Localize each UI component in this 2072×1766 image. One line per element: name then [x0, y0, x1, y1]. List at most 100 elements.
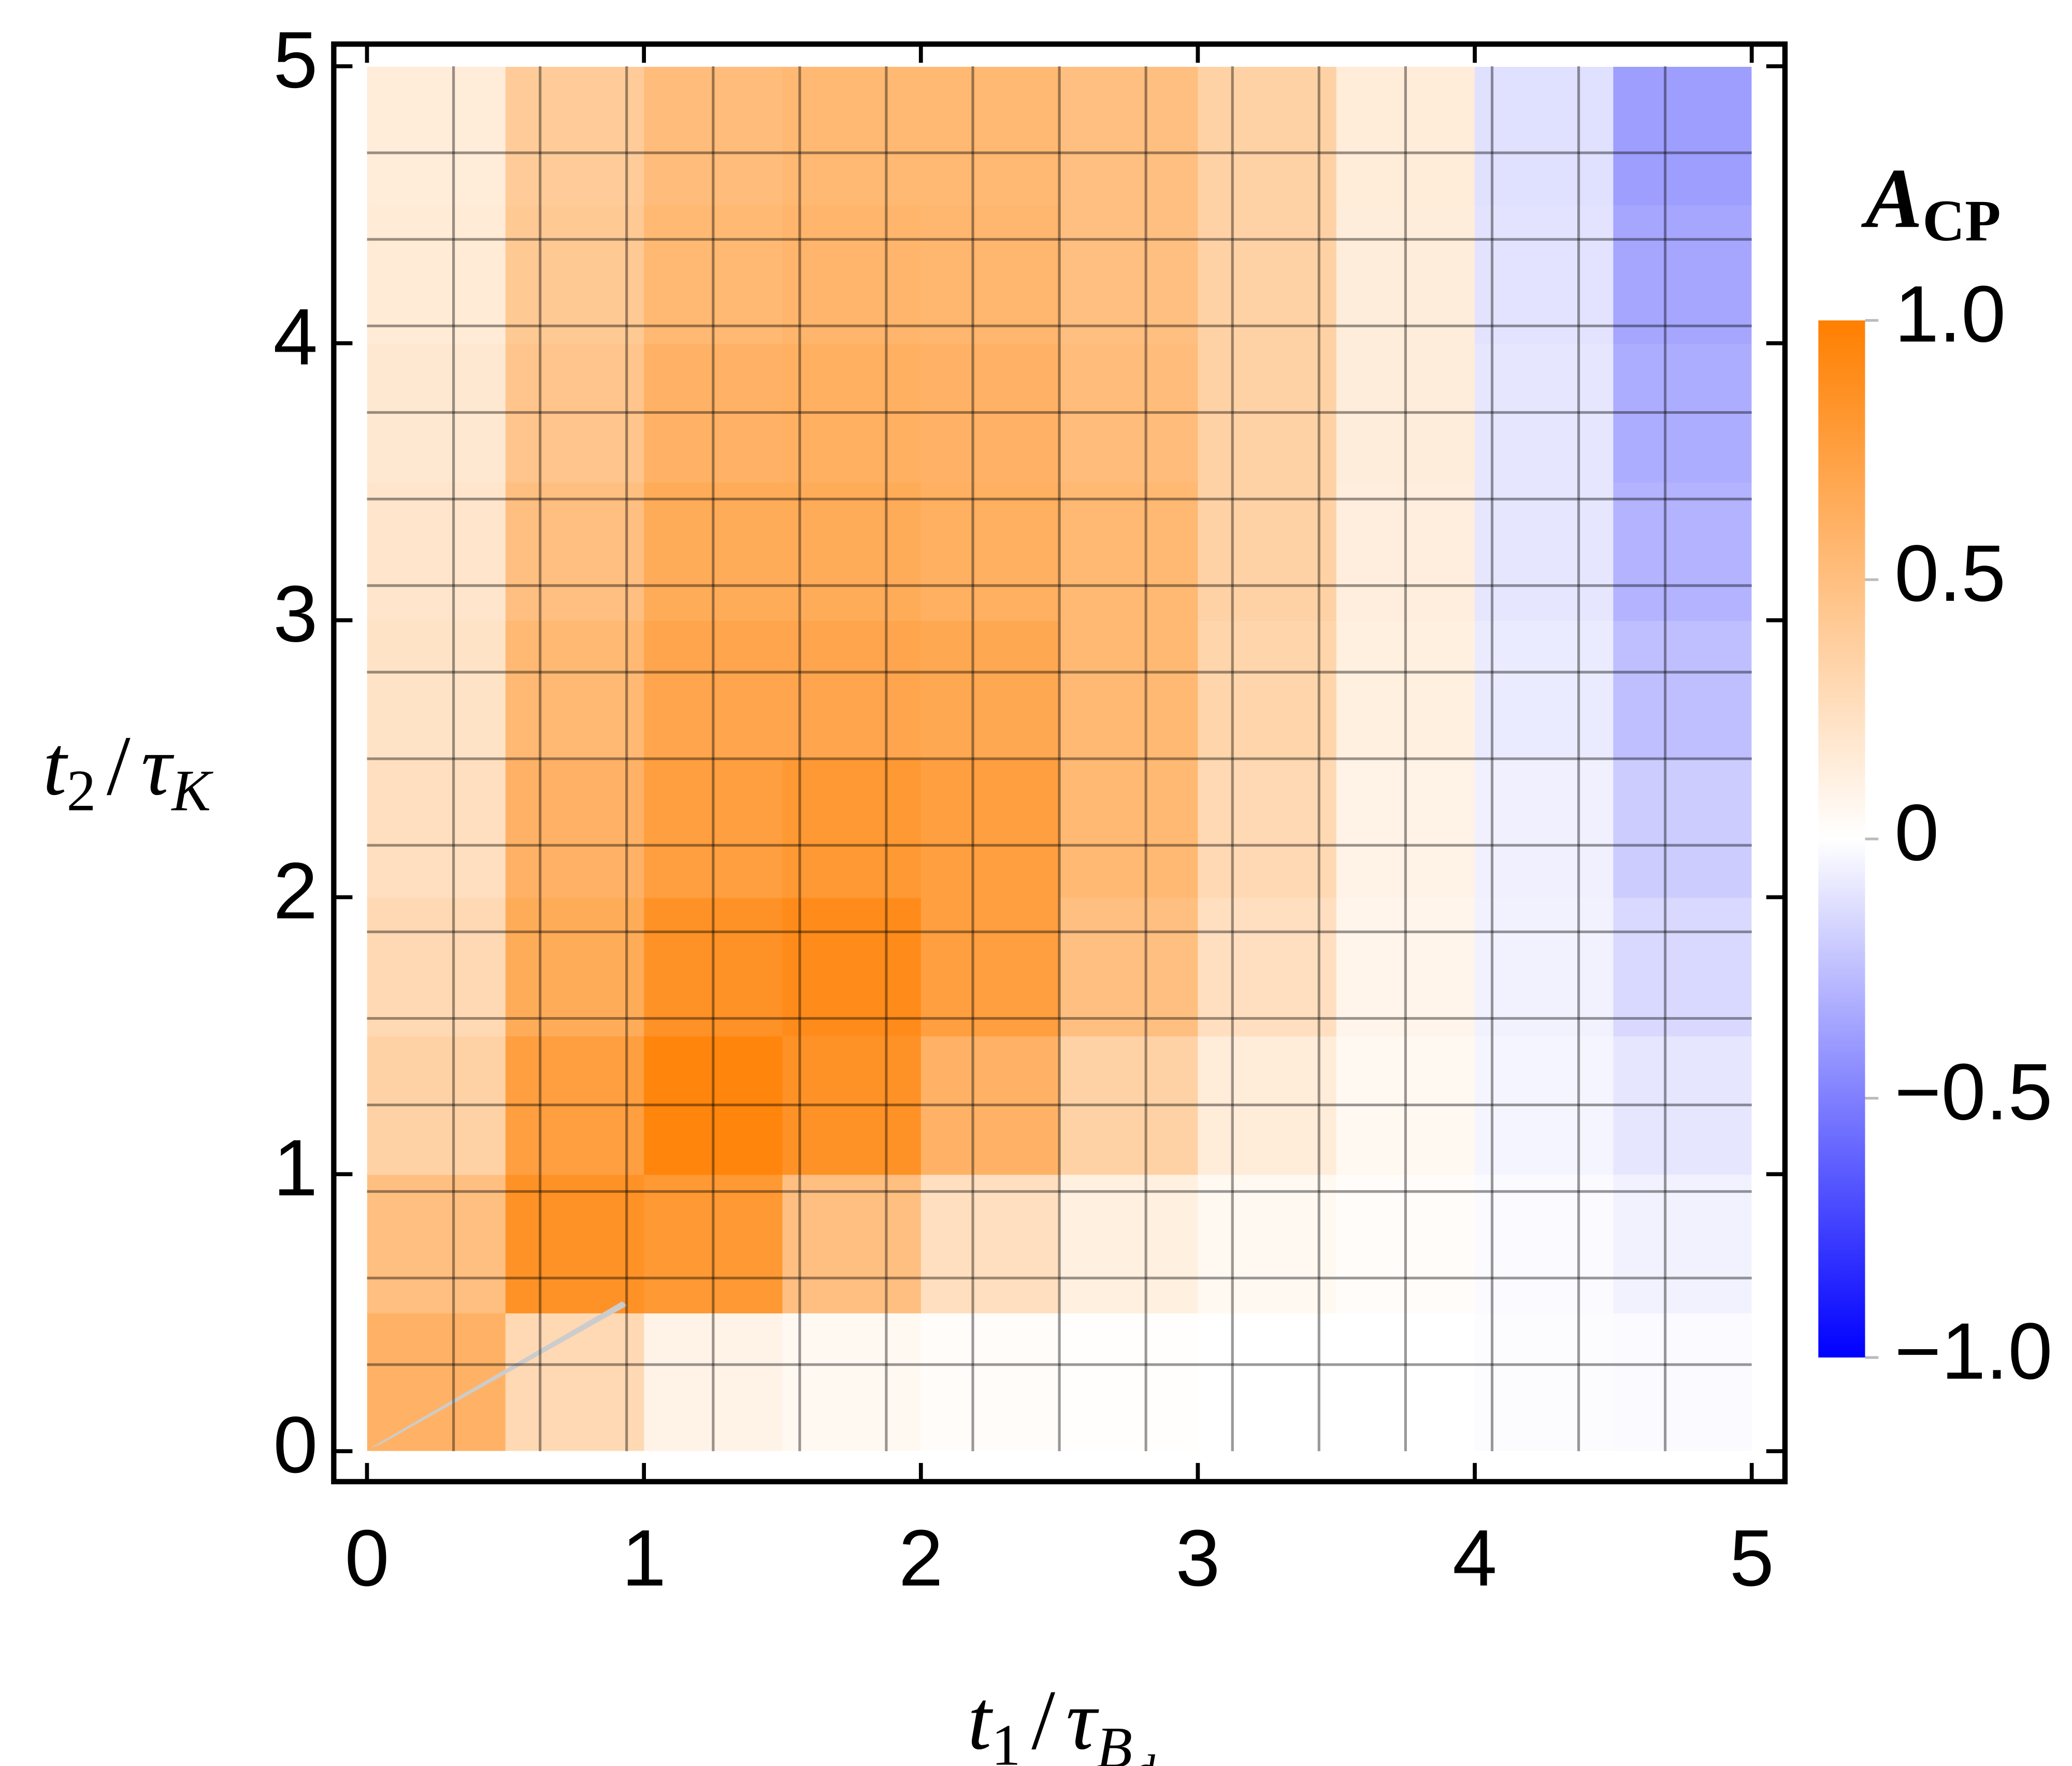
- heatmap: [367, 66, 1752, 1451]
- cell: [1613, 1312, 1752, 1451]
- cell: [920, 620, 1060, 760]
- cell: [1336, 205, 1476, 344]
- x-tick-label: 2: [899, 1513, 943, 1603]
- cell: [1198, 343, 1337, 483]
- cell: [367, 66, 507, 206]
- cell: [920, 343, 1060, 483]
- y-tick-label: 4: [273, 292, 318, 382]
- cell: [1475, 759, 1614, 898]
- cell: [1059, 759, 1199, 898]
- cell: [644, 343, 783, 483]
- cell: [782, 482, 922, 621]
- cell: [1613, 205, 1752, 344]
- mesh: [367, 66, 1752, 1452]
- cell: [644, 1312, 783, 1451]
- cell: [505, 1035, 645, 1175]
- cell: [1336, 1035, 1476, 1175]
- cell: [1059, 1312, 1199, 1451]
- cell: [920, 1035, 1060, 1175]
- cell: [782, 343, 922, 483]
- cell: [920, 1312, 1060, 1451]
- cell: [782, 759, 922, 898]
- cell: [1059, 343, 1199, 483]
- cell: [920, 897, 1060, 1037]
- colorbar-scale: [1818, 320, 1865, 1358]
- cell: [1059, 482, 1199, 621]
- cell: [1198, 620, 1337, 760]
- cell: [782, 1312, 922, 1451]
- plot-frame: [331, 41, 1788, 1485]
- cell: [1475, 1312, 1614, 1451]
- cell: [1198, 1312, 1337, 1451]
- cell: [1336, 343, 1476, 483]
- cell: [1336, 482, 1476, 621]
- x-tick-label: 0: [344, 1513, 389, 1603]
- cell: [367, 620, 507, 760]
- cell: [505, 897, 645, 1037]
- cell: [1475, 343, 1614, 483]
- cell: [1198, 482, 1337, 621]
- cell: [1059, 1174, 1199, 1313]
- cell: [1059, 620, 1199, 760]
- cell: [644, 205, 783, 344]
- cell: [367, 1035, 507, 1175]
- cell: [505, 759, 645, 898]
- cell: [1198, 1035, 1337, 1175]
- cell: [1475, 1035, 1614, 1175]
- y-tick-label: 2: [273, 846, 318, 935]
- cell: [920, 205, 1060, 344]
- x-tick-label: 1: [622, 1513, 666, 1603]
- cell: [505, 205, 645, 344]
- cell: [1475, 1174, 1614, 1313]
- y-tick-label: 0: [273, 1400, 318, 1489]
- colorbar-tick-label: −1.0: [1894, 1306, 2052, 1396]
- cell: [1059, 1035, 1199, 1175]
- y-tick-label: 3: [273, 569, 318, 658]
- cell: [644, 66, 783, 206]
- cell: [367, 482, 507, 621]
- cell: [644, 620, 783, 760]
- cell: [1613, 1174, 1752, 1313]
- cell: [644, 897, 783, 1037]
- axes: 0 1 2 3 4 5 0 1 2 3 4 5: [273, 15, 1788, 1603]
- cell: [505, 1174, 645, 1313]
- cell: [1198, 897, 1337, 1037]
- cell: [1475, 897, 1614, 1037]
- cell: [1475, 620, 1614, 760]
- cell: [1475, 205, 1614, 344]
- cell: [367, 343, 507, 483]
- cell: [1336, 897, 1476, 1037]
- cell: [1475, 482, 1614, 621]
- excluded-region: [369, 1301, 628, 1449]
- cell: [1613, 66, 1752, 206]
- cell: [367, 1312, 507, 1451]
- cell: [920, 1174, 1060, 1313]
- cell: [644, 1035, 783, 1175]
- cell: [367, 759, 507, 898]
- colorbar-tick-label: 1.0: [1894, 269, 2006, 359]
- cell: [1059, 66, 1199, 206]
- cell: [1613, 897, 1752, 1037]
- cell: [920, 759, 1060, 898]
- cell: [1336, 759, 1476, 898]
- cell: [505, 343, 645, 483]
- cell: [782, 1035, 922, 1175]
- colorbar-tick-label: 0: [1894, 788, 1939, 877]
- cell: [1059, 897, 1199, 1037]
- cell: [1475, 66, 1614, 206]
- cell: [1336, 66, 1476, 206]
- cell: [644, 1174, 783, 1313]
- colorbar-title: ACP: [1861, 151, 2001, 253]
- cell: [644, 482, 783, 621]
- colorbar-tick-label: −0.5: [1894, 1047, 2052, 1136]
- cell: [782, 205, 922, 344]
- colorbar-tick-label: 0.5: [1894, 528, 2006, 618]
- cell: [1198, 66, 1337, 206]
- cell: [782, 620, 922, 760]
- cell: [782, 1174, 922, 1313]
- colorbar: −1.0 −0.5 0 0.5 1.0: [1818, 269, 2052, 1396]
- y-axis-label: t2/τK: [43, 718, 214, 823]
- cell: [1336, 1174, 1476, 1313]
- cell: [505, 1312, 645, 1451]
